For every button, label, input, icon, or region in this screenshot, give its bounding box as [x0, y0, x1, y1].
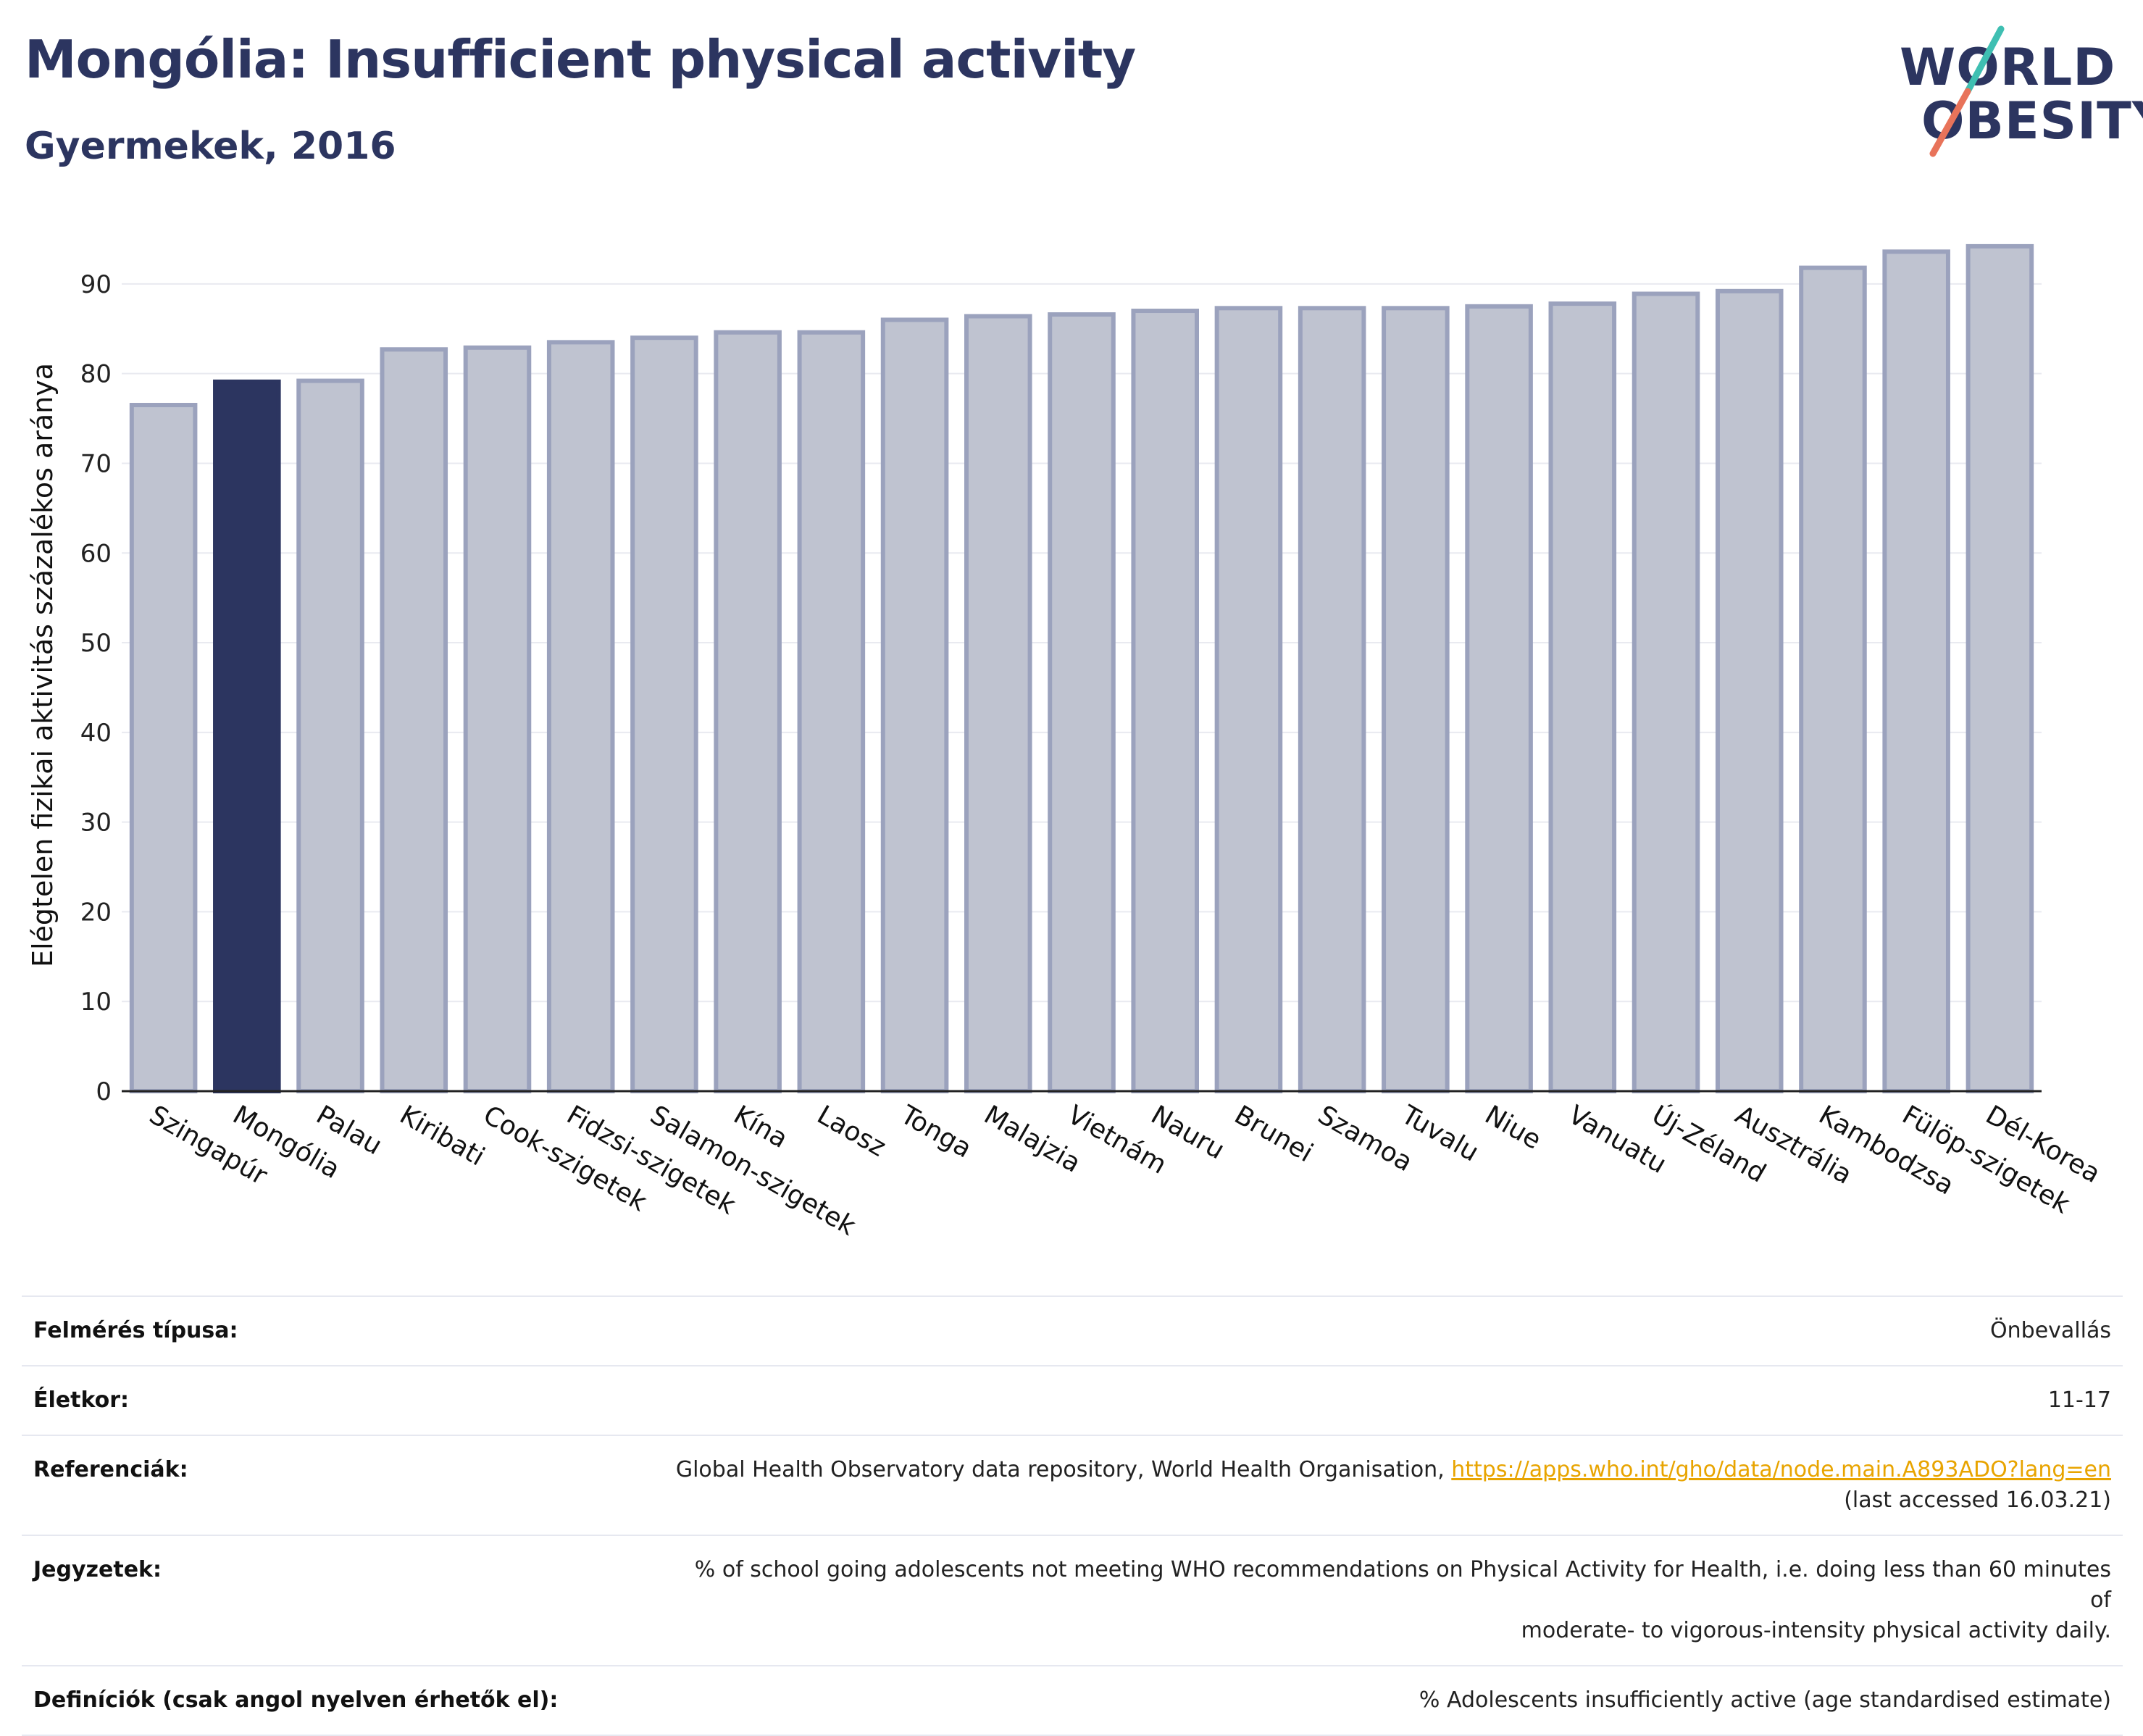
- bar: [880, 317, 949, 1093]
- bar: [1882, 249, 1950, 1093]
- bar: [1966, 243, 2034, 1093]
- metadata-row: Felmérés típusa: Önbevallás: [22, 1295, 2123, 1365]
- y-tick-label: 90: [80, 270, 112, 299]
- logo-text-line2: OBESITY: [1921, 91, 2143, 151]
- metadata-value-text: % of school going adolescents not meetin…: [694, 1557, 2111, 1613]
- bar: [964, 314, 1032, 1093]
- y-tick-label: 50: [80, 629, 112, 658]
- bar-chart: 0 10 20 30 40 50 60 70 80 90 Elégtelen fizikai akt…: [27, 243, 2105, 1242]
- bar: [546, 340, 615, 1093]
- chart-title: Mongólia: Insufficient physical activity: [25, 29, 1136, 90]
- metadata-value-text-2: (last accessed 16.03.21): [1844, 1487, 2111, 1513]
- bar: [463, 345, 532, 1093]
- metadata-row: Jegyzetek: % of school going adolescents …: [22, 1535, 2123, 1665]
- x-tick-label: Kiribati: [395, 1100, 490, 1172]
- bar: [797, 330, 866, 1093]
- y-tick-label: 80: [80, 360, 112, 389]
- y-tick-label: 20: [80, 898, 112, 927]
- bar: [1131, 309, 1200, 1093]
- x-tick-label: Szamoa: [1313, 1100, 1417, 1177]
- x-tick-label: Niue: [1480, 1100, 1546, 1155]
- metadata-label: Definíciók (csak angol nyelven érhetők e…: [33, 1687, 559, 1713]
- bar: [714, 330, 782, 1093]
- metadata-label: Jegyzetek:: [33, 1557, 162, 1582]
- bar: [1548, 301, 1617, 1093]
- metadata-label: Életkor:: [33, 1387, 130, 1413]
- x-tick-label: Malajzia: [979, 1100, 1085, 1179]
- y-tick-label: 60: [80, 539, 112, 568]
- chart-subtitle: Gyermekek, 2016: [25, 125, 396, 168]
- bar: [630, 335, 698, 1093]
- metadata-label: Referenciák:: [33, 1457, 188, 1482]
- x-tick-label: Laosz: [812, 1100, 891, 1162]
- bar: [1382, 306, 1450, 1094]
- bar: [1632, 291, 1700, 1093]
- y-tick-label: 70: [80, 449, 112, 478]
- y-axis-label: Elégtelen fizikai aktivitás százalékos a…: [27, 363, 59, 967]
- metadata-label: Felmérés típusa:: [33, 1318, 238, 1343]
- bar: [1465, 304, 1533, 1093]
- bar: [296, 378, 364, 1094]
- y-tick-label: 10: [80, 988, 112, 1017]
- metadata-value: Global Health Observatory data repositor…: [22, 1436, 2123, 1535]
- metadata-value: 11-17: [22, 1366, 2123, 1435]
- bar: [380, 347, 448, 1093]
- bar: [1048, 312, 1116, 1093]
- metadata-value: % of school going adolescents not meetin…: [22, 1536, 2123, 1665]
- metadata-row: Definíciók (csak angol nyelven érhetők e…: [22, 1665, 2123, 1736]
- metadata-row: Életkor: 11-17: [22, 1365, 2123, 1435]
- logo-slash-icon: [1929, 25, 2005, 157]
- metadata-value-text: 11-17: [2047, 1387, 2111, 1413]
- metadata-value-text: Global Health Observatory data repositor…: [675, 1457, 1452, 1482]
- reference-link[interactable]: https://apps.who.int/gho/data/node.main.…: [1451, 1457, 2111, 1482]
- bar: [1715, 288, 1784, 1094]
- metadata-value: Önbevallás: [22, 1297, 2123, 1365]
- bar: [1214, 306, 1283, 1094]
- y-tick-label: 30: [80, 809, 112, 838]
- metadata-row: Referenciák: Global Health Observatory da…: [22, 1435, 2123, 1535]
- bar: [1298, 306, 1366, 1094]
- bar: [213, 379, 281, 1093]
- world-obesity-logo: WORLD OBESITY: [1884, 22, 2143, 159]
- x-tick-label: Tonga: [895, 1100, 977, 1164]
- y-tick-label: 0: [96, 1077, 112, 1106]
- y-tick-label: 40: [80, 719, 112, 748]
- logo-text-line1: WORLD: [1900, 38, 2116, 97]
- metadata-value-text: % Adolescents insufficiently active (age…: [1419, 1687, 2111, 1713]
- bar: [129, 403, 198, 1094]
- x-tick-label: Brunei: [1229, 1100, 1318, 1168]
- metadata-value-text-2: moderate- to vigorous-intensity physical…: [1521, 1618, 2111, 1643]
- metadata-table: Felmérés típusa: Önbevallás Életkor: 11-17 R…: [22, 1295, 2123, 1736]
- bar: [1799, 265, 1867, 1093]
- metadata-value-text: Önbevallás: [1990, 1318, 2111, 1343]
